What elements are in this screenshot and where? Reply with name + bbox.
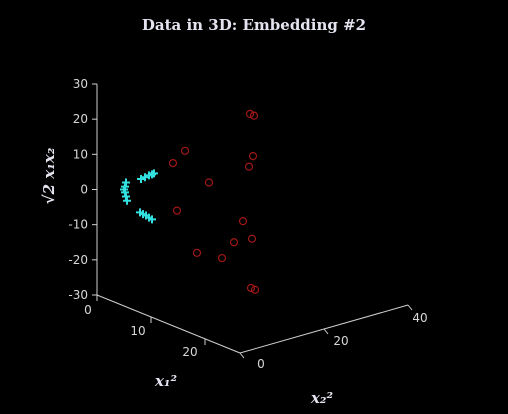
red-circle-point: [192, 248, 202, 257]
red-circle-point: [244, 162, 254, 171]
y-tick-label: 20: [333, 334, 348, 348]
z-tick-label: -30: [68, 288, 88, 302]
z-tick-label: -20: [68, 253, 88, 267]
x-axis-line: [96, 294, 241, 354]
y-axis-label: x₂²: [310, 389, 334, 407]
cyan-plus-point: [137, 174, 145, 183]
y-tick-label: 0: [257, 357, 265, 371]
y-tick-mark: [239, 352, 245, 359]
x-tick-label: 10: [130, 324, 145, 338]
red-circle-point: [238, 217, 248, 226]
red-circle-point: [204, 178, 214, 187]
red-circle-point: [249, 111, 259, 120]
data-points: [120, 109, 260, 294]
red-circle-point: [229, 238, 239, 247]
y-tick-label: 40: [412, 311, 427, 325]
red-circle-point: [245, 109, 255, 118]
y-tick-mark: [323, 328, 329, 335]
red-circle-point: [172, 206, 182, 215]
red-circle-point: [180, 146, 190, 155]
y-tick-mark: [407, 304, 413, 311]
red-circle-point: [246, 283, 256, 293]
z-tick-label: 0: [80, 183, 88, 197]
z-tick-label: 20: [73, 112, 88, 126]
cyan-plus-point: [141, 173, 149, 182]
z-tick-label: -10: [68, 218, 88, 232]
red-circle-point: [168, 159, 178, 168]
x-tick-label: 0: [84, 303, 92, 317]
cyan-plus-point: [150, 169, 158, 178]
cyan-plus-point: [123, 196, 131, 205]
red-circle-point: [217, 253, 227, 263]
cyan-plus-point: [148, 215, 156, 224]
z-ticks: 30 20 10 0 -10 -20 -30: [68, 77, 97, 302]
red-circle-point: [250, 285, 260, 294]
z-axis-label: √2 x₁x₂: [40, 147, 58, 204]
red-circle-point: [248, 151, 258, 161]
z-tick-label: 10: [73, 147, 88, 161]
red-circle-point: [247, 234, 257, 243]
x-axis-label: x₁²: [154, 372, 178, 390]
x-tick-label: 20: [182, 345, 197, 359]
z-tick-label: 30: [73, 77, 88, 91]
chart-title: Data in 3D: Embedding #2: [142, 16, 366, 34]
